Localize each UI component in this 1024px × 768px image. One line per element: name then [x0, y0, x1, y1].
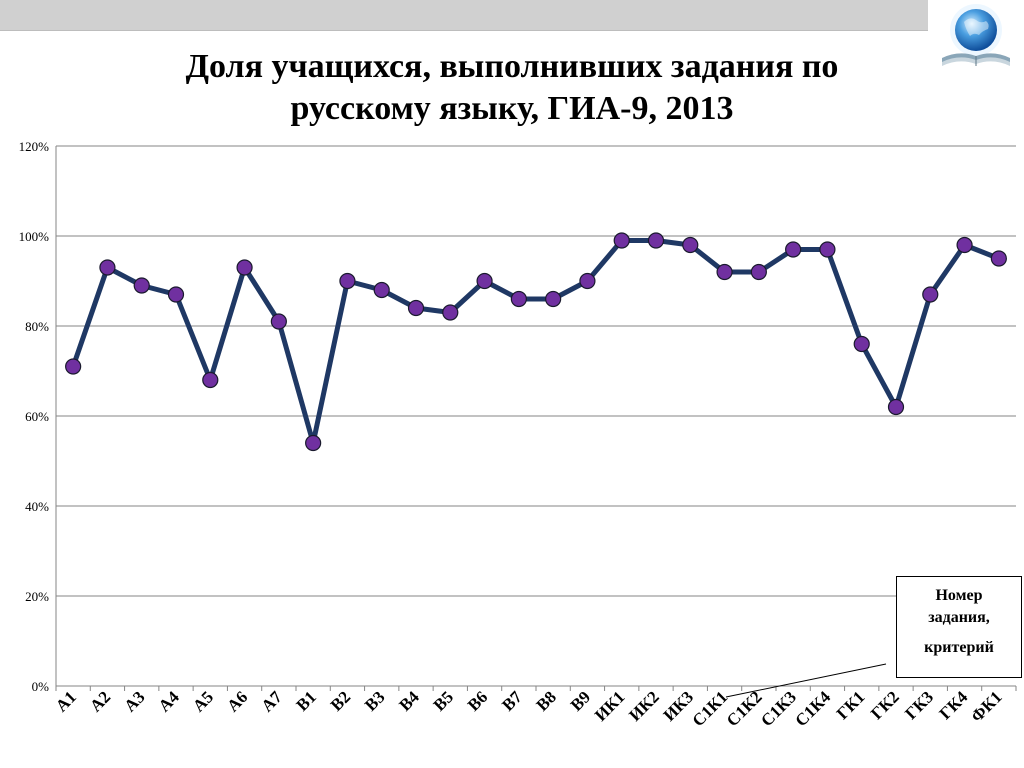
y-tick-label: 0%	[32, 679, 50, 694]
data-point	[407, 299, 425, 317]
x-tick-label: А2	[86, 687, 114, 715]
x-tick-label: В7	[498, 687, 526, 715]
data-point	[785, 241, 802, 258]
annotation-line-1: Номер	[935, 587, 983, 604]
y-tick-label: 60%	[25, 409, 49, 424]
annotation-box: Номер задания, критерий	[896, 576, 1022, 678]
data-point	[133, 277, 150, 294]
y-tick-label: 40%	[25, 499, 49, 514]
x-tick-label: С1К2	[723, 687, 766, 730]
data-point	[956, 236, 973, 254]
data-point	[442, 304, 459, 321]
data-point	[922, 286, 939, 303]
x-tick-label: В9	[567, 687, 594, 714]
data-point	[819, 241, 836, 258]
x-tick-label: ФК1	[967, 687, 1005, 725]
data-point	[476, 272, 493, 290]
x-tick-label: В3	[361, 687, 388, 714]
y-tick-label: 80%	[25, 319, 49, 334]
data-point	[99, 259, 116, 276]
title-line-1: Доля учащихся, выполнивших задания по	[185, 48, 839, 85]
x-tick-label: В8	[533, 687, 560, 714]
x-tick-label: В6	[464, 687, 491, 714]
data-point	[373, 281, 390, 299]
data-point	[305, 434, 322, 452]
data-point	[510, 290, 527, 308]
x-tick-label: ИК2	[625, 687, 663, 725]
y-tick-label: 120%	[19, 139, 50, 154]
x-tick-label: В1	[293, 687, 320, 714]
x-tick-label: А5	[189, 687, 217, 715]
annotation-pointer	[725, 663, 887, 698]
data-point	[339, 272, 356, 290]
data-point	[236, 259, 253, 276]
data-point	[853, 335, 870, 353]
x-tick-label: ГК3	[901, 687, 937, 723]
y-tick-label: 20%	[25, 589, 49, 604]
data-point	[613, 232, 630, 249]
y-tick-label: 100%	[19, 229, 50, 244]
data-point	[65, 358, 82, 375]
x-tick-label: ГК2	[867, 687, 903, 723]
data-point	[202, 371, 219, 389]
x-tick-label: ИК1	[591, 687, 629, 725]
data-point	[545, 290, 562, 308]
data-point	[270, 313, 287, 330]
x-tick-label: А6	[223, 687, 251, 715]
data-point	[647, 232, 665, 249]
annotation-line-2: задания,	[928, 609, 990, 626]
title-line-2: русскому языку, ГИА-9, 2013	[290, 90, 734, 127]
x-tick-label: А7	[258, 687, 286, 715]
data-point	[682, 236, 699, 254]
data-point	[990, 250, 1007, 267]
top-bar	[0, 0, 928, 31]
data-point	[716, 263, 733, 281]
x-tick-label: А4	[155, 687, 183, 715]
data-point	[167, 286, 185, 303]
series-line	[70, 238, 1002, 446]
x-tick-label: А1	[52, 687, 80, 715]
data-point	[579, 272, 596, 290]
x-tick-label: ГК4	[936, 687, 972, 723]
x-tick-label: С1К3	[757, 687, 800, 730]
x-tick-label: ГК1	[833, 687, 869, 723]
globe-book-logo	[942, 4, 1010, 66]
chart-title: Доля учащихся, выполнивших задания по ру…	[120, 46, 904, 130]
x-tick-label: С1К1	[689, 687, 732, 730]
x-tick-label: В4	[395, 687, 423, 715]
x-tick-label: С1К4	[791, 687, 834, 730]
x-tick-label: В2	[327, 687, 354, 714]
data-point	[887, 398, 905, 416]
x-tick-label: В5	[430, 687, 457, 714]
x-tick-label: А3	[120, 687, 148, 715]
annotation-line-3: критерий	[924, 639, 994, 656]
data-point	[750, 263, 767, 281]
